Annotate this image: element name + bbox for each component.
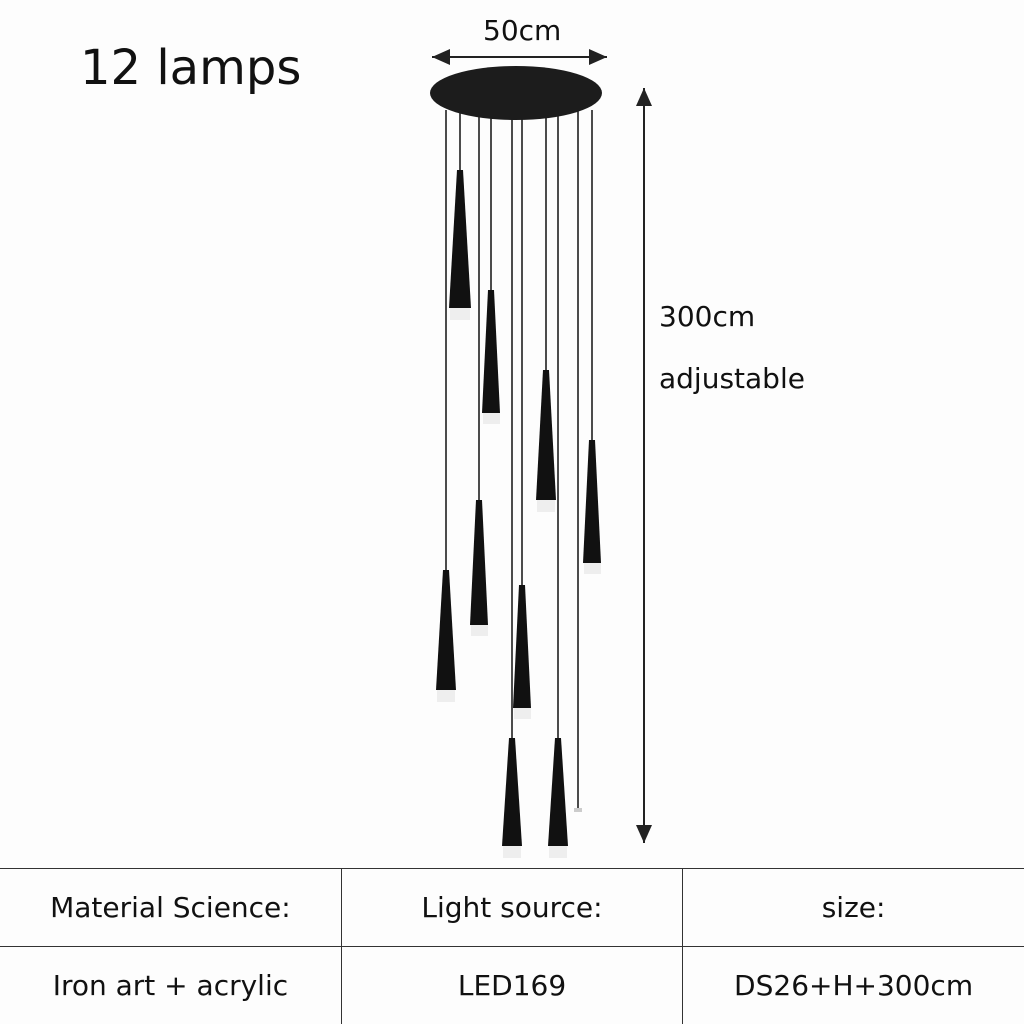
cell: LED169 bbox=[340, 946, 684, 1024]
data-row: Iron art + acrylic LED169 DS26+H+300cm bbox=[0, 946, 1024, 1024]
height-label: 300cm bbox=[659, 300, 756, 333]
height-note: adjustable bbox=[659, 362, 805, 395]
lamp-illustration bbox=[430, 49, 652, 858]
header-row: Material Science: Light source: size: bbox=[0, 867, 1024, 948]
header-cell: size: bbox=[682, 867, 1024, 948]
pendants bbox=[436, 170, 601, 858]
canopy bbox=[430, 66, 602, 120]
title: 12 lamps bbox=[80, 40, 302, 96]
header-cell: Material Science: bbox=[0, 867, 342, 948]
cables bbox=[445, 110, 593, 810]
spec-table: Material Science: Light source: size: Ir… bbox=[0, 867, 1024, 1024]
width-label: 50cm bbox=[483, 14, 562, 47]
header-cell: Light source: bbox=[340, 867, 684, 948]
cell: DS26+H+300cm bbox=[682, 946, 1024, 1024]
cell: Iron art + acrylic bbox=[0, 946, 342, 1024]
